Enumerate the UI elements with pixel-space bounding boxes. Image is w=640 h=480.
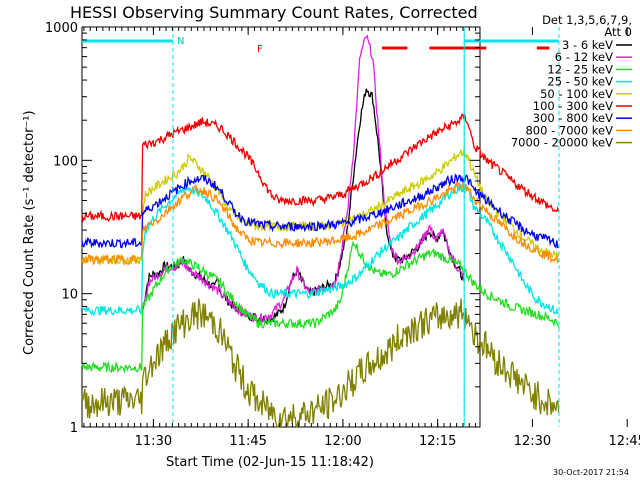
series-line-6 <box>81 113 560 224</box>
series-line-7 <box>81 173 559 249</box>
legend-label-3: 12 - 25 keV <box>547 62 613 76</box>
series-line-9 <box>81 298 560 429</box>
legend-label-4: 25 - 50 keV <box>547 75 613 89</box>
ticks-layer: 11:30 11:45 12:00 12:15 12:30 12:45 1 10 100 1000 <box>45 21 640 449</box>
legend-label-8: 800 - 7000 keV <box>525 123 613 137</box>
legend-header-line-2: Att 0 <box>604 25 632 39</box>
y-tick-label-3: 100 <box>53 154 78 169</box>
series-layer <box>81 34 560 429</box>
legend-label-1: 3 - 6 keV <box>562 38 613 52</box>
generation-timestamp: 30-Oct-2017 21:54 <box>553 468 629 477</box>
x-tick-label-4: 12:15 <box>419 434 456 449</box>
n-flag-label: N <box>177 36 184 47</box>
flags-layer: NF <box>82 27 560 427</box>
series-line-3 <box>81 240 560 375</box>
series-line-8 <box>81 181 560 266</box>
legend-label-6: 100 - 300 keV <box>533 99 613 113</box>
x-tick-label-3: 12:00 <box>324 434 361 449</box>
series-line-5 <box>81 149 560 266</box>
legend-header-line-1: Det 1,3,5,6,7,9, <box>542 13 632 27</box>
y-axis-label: Corrected Count Rate (s⁻¹ detector⁻¹) <box>22 110 37 355</box>
x-axis-label: Start Time (02-Jun-15 11:18:42) <box>166 455 374 470</box>
y-tick-label-1: 1 <box>70 421 78 436</box>
y-tick-label-2: 10 <box>61 288 78 303</box>
legend-label-7: 300 - 800 keV <box>533 111 613 125</box>
series-line-4 <box>81 182 559 317</box>
x-tick-label-1: 11:30 <box>135 434 172 449</box>
x-tick-label-5: 12:30 <box>514 434 551 449</box>
plot-area: NF 11:3011:4512:0012:1512:3012:451101001… <box>45 21 640 449</box>
chart-title: HESSI Observing Summary Count Rates, Cor… <box>70 3 478 22</box>
x-tick-label-2: 11:45 <box>229 434 266 449</box>
y-tick-label-4: 1000 <box>45 21 78 36</box>
x-tick-label-6: 12:45 <box>608 434 640 449</box>
series-line-2 <box>141 34 465 324</box>
f-flag-label: F <box>257 44 263 55</box>
legend-label-5: 50 - 100 keV <box>540 87 613 101</box>
legend-label-2: 6 - 12 keV <box>555 50 613 64</box>
legend-label-9: 7000 - 20000 keV <box>511 136 613 150</box>
